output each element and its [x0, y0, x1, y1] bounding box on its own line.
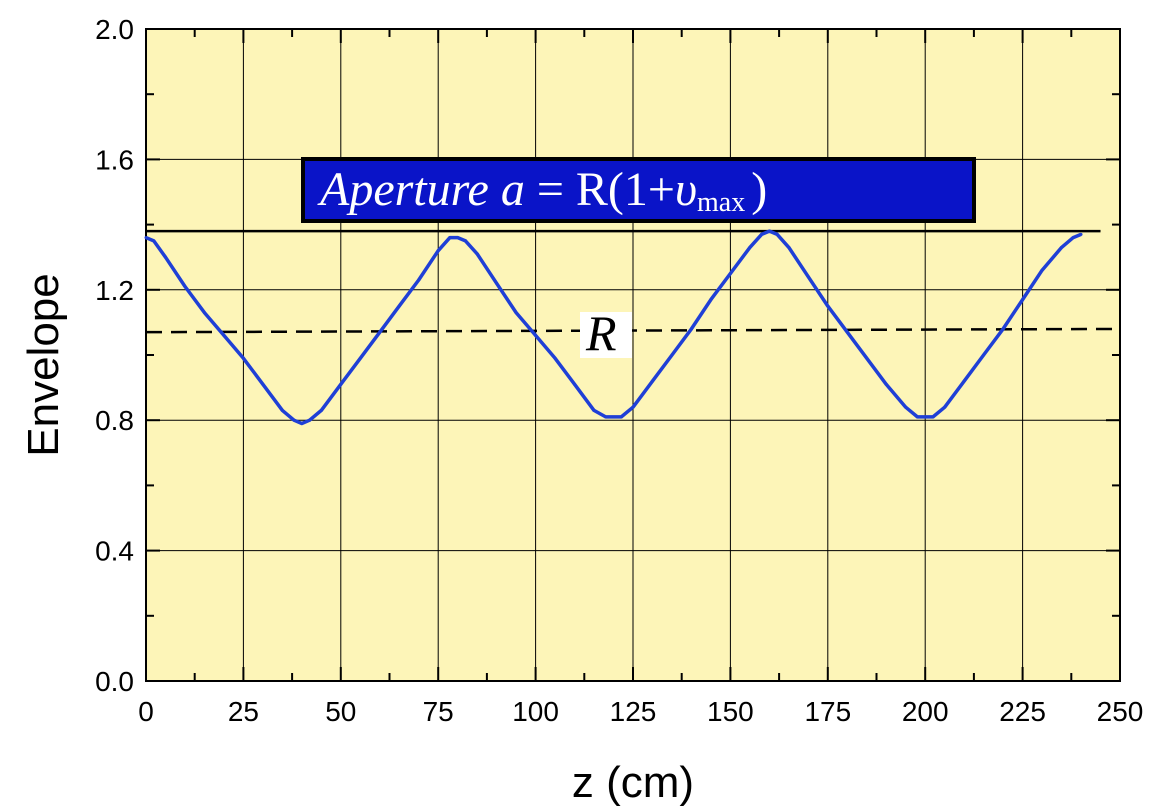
- series-point: [1079, 232, 1083, 236]
- series-point: [612, 415, 616, 419]
- series-point: [904, 405, 908, 409]
- x-tick-label: 50: [325, 696, 356, 727]
- x-tick-label: 225: [999, 696, 1046, 727]
- y-tick-label: 0.4: [95, 536, 134, 567]
- series-point: [553, 356, 557, 360]
- y-tick-label: 1.6: [95, 144, 134, 175]
- series-point: [222, 333, 226, 337]
- series-point: [619, 415, 623, 419]
- series-point: [650, 379, 654, 383]
- reference-lines: [145, 229, 1121, 334]
- series-point: [417, 278, 421, 282]
- series-point: [280, 408, 284, 412]
- y-tick-label: 2.0: [95, 14, 134, 45]
- series-point: [631, 405, 635, 409]
- series-point: [573, 382, 577, 386]
- series-point: [358, 356, 362, 360]
- x-tick-label: 150: [707, 696, 754, 727]
- series-point: [378, 330, 382, 334]
- x-tick-label: 175: [804, 696, 851, 727]
- series-point: [915, 415, 919, 419]
- aperture-formula: Aperture a = R(1+υmax): [317, 163, 767, 218]
- r-label: R: [585, 305, 617, 361]
- series-point: [163, 255, 167, 259]
- x-tick-labels: 0 25 50 75 100 125 150 175 200 225 250: [138, 696, 1143, 727]
- series-point: [448, 236, 452, 240]
- series-point: [319, 408, 323, 412]
- series-point: [604, 415, 608, 419]
- x-tick-label: 200: [902, 696, 949, 727]
- series-point: [397, 304, 401, 308]
- x-axis-title: z (cm): [572, 758, 694, 807]
- y-axis-title: Envelope: [19, 273, 68, 456]
- series-point: [308, 418, 312, 422]
- y-tick-label: 1.2: [95, 275, 134, 306]
- series-point: [1071, 236, 1075, 240]
- series-point: [865, 356, 869, 360]
- plot-frame: [145, 28, 1121, 682]
- x-tick-label: 0: [138, 696, 154, 727]
- series-point: [775, 232, 779, 236]
- series-point: [1060, 245, 1064, 249]
- x-tick-label: 100: [512, 696, 559, 727]
- series-point: [728, 272, 732, 275]
- series-point: [1001, 327, 1005, 331]
- r-label-group: R: [580, 305, 632, 361]
- series-point: [923, 415, 927, 419]
- series-point: [943, 405, 947, 409]
- series-point: [183, 285, 187, 289]
- series-point: [767, 229, 771, 233]
- series-point: [495, 281, 499, 285]
- x-tick-label: 125: [610, 696, 657, 727]
- y-tick-labels: 0.0 0.4 0.8 1.2 1.6 2.0: [95, 14, 134, 697]
- series-point: [982, 353, 986, 357]
- series-point: [689, 327, 693, 331]
- series-point: [202, 311, 206, 315]
- series-point: [144, 236, 148, 240]
- series-point: [787, 245, 791, 249]
- series-point: [534, 333, 538, 337]
- x-tick-label: 25: [228, 696, 259, 727]
- grid-lines: [146, 29, 1120, 681]
- series-point: [670, 353, 674, 357]
- series-point: [748, 245, 752, 249]
- r-label-background: [580, 312, 632, 358]
- x-tick-label: 250: [1097, 696, 1144, 727]
- series-point: [826, 304, 830, 308]
- series-point: [300, 421, 304, 425]
- aperture-box: [301, 157, 976, 223]
- series-point: [514, 311, 518, 315]
- series-point: [475, 252, 479, 256]
- series-points: [144, 229, 1083, 425]
- aperture-annotation: Aperture a = R(1+υmax): [301, 157, 976, 223]
- series-point: [592, 408, 596, 412]
- series-point: [1040, 268, 1044, 272]
- y-tick-label: 0.0: [95, 666, 134, 697]
- series-point: [241, 356, 245, 360]
- series-point: [845, 330, 849, 334]
- y-tick-label: 0.8: [95, 405, 134, 436]
- series-point: [1021, 298, 1025, 302]
- series-point: [456, 236, 460, 240]
- series-point: [709, 298, 713, 302]
- series-point: [261, 382, 265, 386]
- series-point: [760, 232, 764, 236]
- series-point: [436, 249, 440, 253]
- r-reference-line: [145, 327, 1121, 334]
- series-point: [962, 379, 966, 383]
- series-point: [152, 239, 156, 243]
- series-point: [292, 418, 296, 422]
- series-point: [463, 239, 467, 243]
- series-point: [806, 275, 810, 279]
- series-point: [931, 415, 935, 419]
- series-point: [339, 382, 343, 386]
- series-point: [884, 382, 888, 386]
- x-tick-label: 75: [423, 696, 454, 727]
